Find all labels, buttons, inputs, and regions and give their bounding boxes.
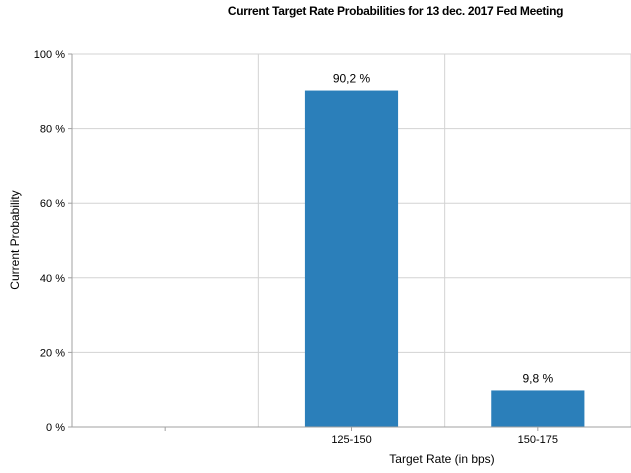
data-labels: 90,2 % 9,8 % xyxy=(333,72,554,386)
y-tick-label: 80 % xyxy=(40,124,65,136)
chart-title: Current Target Rate Probabilities for 13… xyxy=(227,4,564,18)
y-tick-label: 60 % xyxy=(40,198,65,210)
x-tick-label: 125-150 xyxy=(331,434,371,446)
y-axis-ticks: 0 % 20 % 40 % 60 % 80 % 100 % xyxy=(34,49,72,434)
y-tick-label: 40 % xyxy=(40,273,65,285)
data-label-150-175: 9,8 % xyxy=(522,371,553,385)
y-tick-label: 100 % xyxy=(34,49,65,61)
y-tick-label: 0 % xyxy=(46,422,65,434)
data-label-125-150: 90,2 % xyxy=(333,72,371,86)
y-tick-label: 20 % xyxy=(40,347,65,359)
x-tick-label: 150-175 xyxy=(518,434,558,446)
y-axis-label: Current Probability xyxy=(8,190,22,289)
bar-125-150 xyxy=(304,90,399,427)
bars xyxy=(304,90,585,427)
x-axis-ticks: 125-150 150-175 xyxy=(164,427,558,446)
bar-150-175 xyxy=(491,390,585,427)
x-axis-label: Target Rate (in bps) xyxy=(389,452,494,466)
